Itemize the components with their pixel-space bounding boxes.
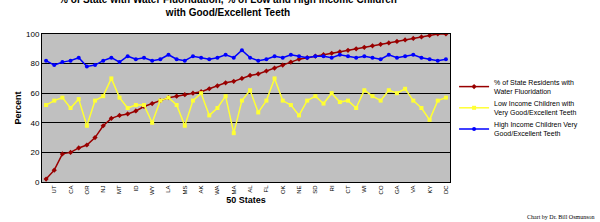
svg-text:GA: GA [394, 185, 400, 194]
svg-text:FL: FL [263, 185, 269, 193]
svg-text:UT: UT [51, 185, 57, 193]
svg-text:CO: CO [378, 185, 384, 194]
svg-text:50 States: 50 States [226, 195, 266, 205]
svg-text:NJ: NJ [100, 185, 106, 192]
svg-text:AK: AK [198, 185, 204, 193]
svg-text:KY: KY [427, 185, 433, 193]
svg-text:MS: MS [182, 185, 188, 194]
svg-text:NE: NE [296, 185, 302, 193]
svg-text:DC: DC [443, 185, 449, 194]
svg-text:Chart by Dr. Bill Osmunson: Chart by Dr. Bill Osmunson [527, 214, 595, 220]
svg-text:High Income Children VeryGood/: High Income Children VeryGood/Excellent … [494, 121, 578, 137]
svg-text:CT: CT [345, 185, 351, 193]
svg-text:100: 100 [26, 30, 40, 39]
svg-text:80: 80 [30, 59, 39, 68]
svg-text:OK: OK [280, 185, 286, 194]
svg-text:AL: AL [247, 185, 253, 193]
svg-text:0: 0 [35, 178, 40, 187]
svg-text:% of State Residents withWater: % of State Residents withWater Fluoridat… [494, 79, 574, 95]
svg-text:WY: WY [149, 185, 155, 195]
svg-text:WA: WA [214, 185, 220, 194]
svg-text:40: 40 [30, 119, 39, 128]
svg-text:SD: SD [312, 185, 318, 194]
svg-text:LA: LA [165, 185, 171, 192]
svg-text:Percent: Percent [13, 91, 23, 124]
svg-text:20: 20 [30, 148, 39, 157]
svg-text:CA: CA [68, 185, 74, 193]
svg-text:Low Income Children withVery G: Low Income Children withVery Good/Excell… [494, 100, 576, 117]
svg-text:RI: RI [329, 185, 335, 191]
svg-text:MT: MT [116, 185, 122, 194]
svg-text:VA: VA [410, 185, 416, 193]
svg-text:WI: WI [361, 185, 367, 193]
svg-text:OR: OR [84, 185, 90, 195]
svg-text:60: 60 [30, 89, 39, 98]
svg-text:MA: MA [231, 185, 237, 194]
svg-text:% of State with Water Fluorida: % of State with Water Fluoridation, % of… [59, 0, 397, 18]
svg-text:ID: ID [133, 185, 139, 192]
